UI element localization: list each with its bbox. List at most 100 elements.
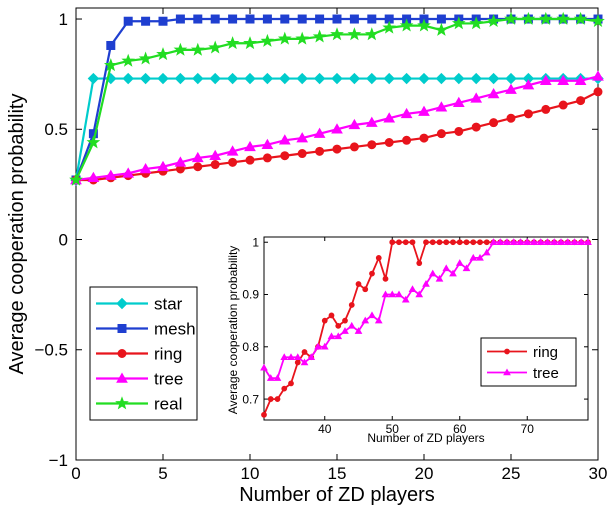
main-point-tree <box>592 70 604 81</box>
main-x-tick-label: 25 <box>502 464 521 483</box>
main-legend-marker-ring <box>117 349 127 358</box>
main-point-tree <box>87 171 100 183</box>
main-point-real <box>260 33 275 47</box>
main-point-star <box>348 72 361 85</box>
inset-point-tree <box>570 238 579 245</box>
inset-point-ring <box>294 359 301 366</box>
inset-legend: ring tree <box>480 337 577 387</box>
inset-legend-item-ring: ring <box>487 344 558 361</box>
main-point-real <box>69 172 83 186</box>
main-point-ring <box>193 162 203 172</box>
inset-legend-label-ring: ring <box>533 344 558 361</box>
main-point-star <box>453 72 465 85</box>
main-legend-item-tree: tree <box>96 369 183 388</box>
inset-point-ring <box>470 239 477 246</box>
inset-point-ring <box>355 281 362 287</box>
main-point-star <box>435 72 448 85</box>
inset-point-ring <box>288 380 294 387</box>
main-point-star <box>383 72 395 85</box>
inset-point-tree <box>374 316 383 324</box>
main-point-real <box>521 11 536 25</box>
main-legend-marker-tree <box>116 372 128 383</box>
main-point-star <box>192 72 204 85</box>
main-point-tree <box>574 74 587 86</box>
main-point-ring <box>593 87 603 97</box>
inset-point-ring <box>274 396 281 402</box>
main-point-real <box>173 42 188 56</box>
main-x-axis-label: Number of ZD players <box>239 484 435 506</box>
main-point-star <box>226 72 239 85</box>
main-point-tree <box>174 156 187 167</box>
main-point-mesh <box>262 14 272 24</box>
inset-x-tick-label: 50 <box>386 422 400 436</box>
inset-y-axis-label: Average cooperation probability <box>226 246 240 415</box>
inset-point-tree <box>381 290 390 298</box>
inset-point-tree <box>401 295 410 303</box>
inset-legend-item-tree: tree <box>487 365 559 382</box>
main-point-star <box>400 72 413 85</box>
main-x-tick-label: 5 <box>158 464 167 483</box>
inset-point-ring <box>267 396 274 402</box>
main-point-ring <box>523 109 533 119</box>
inset-point-tree <box>354 327 363 334</box>
main-point-tree <box>505 83 517 94</box>
inset-point-ring <box>281 385 288 392</box>
inset-point-tree <box>260 363 268 371</box>
inset-point-tree <box>523 238 532 245</box>
main-point-tree <box>157 160 169 172</box>
inset-x-tick-label: 40 <box>318 422 332 436</box>
main-point-ring <box>576 96 586 106</box>
inset-point-tree <box>266 374 275 381</box>
inset-point-ring <box>342 317 348 324</box>
main-chart: 0 5 10 15 20 25 30 −1 −0.5 0 0.5 1 Number of ZD pla… <box>6 7 608 506</box>
main-point-tree <box>418 105 430 116</box>
main-point-ring <box>541 104 551 114</box>
inset-point-tree <box>307 353 316 361</box>
main-legend-marker-mesh <box>117 324 127 333</box>
main-point-real <box>417 18 431 32</box>
main-point-tree <box>452 96 465 108</box>
main-point-star <box>505 72 517 85</box>
main-point-real <box>243 36 257 50</box>
main-point-ring <box>367 140 377 150</box>
inset-point-tree <box>536 238 545 245</box>
main-point-star <box>174 72 187 85</box>
inset-point-ring <box>369 270 375 277</box>
inset-point-ring <box>362 286 369 293</box>
inset-point-tree <box>530 238 538 245</box>
inset-point-ring <box>348 302 355 308</box>
inset-point-tree <box>428 269 437 277</box>
inset-x-axis-label: Number of ZD players <box>367 431 484 445</box>
inset-chart: 40 50 60 700.70.80.91 Number of ZD players … <box>226 235 592 445</box>
main-point-mesh <box>141 16 151 26</box>
main-point-tree <box>522 79 535 90</box>
inset-point-tree <box>280 353 289 361</box>
main-point-ring <box>245 155 255 165</box>
inset-point-tree <box>516 238 525 245</box>
inset-point-ring <box>423 239 429 246</box>
inset-point-ring <box>483 239 490 246</box>
main-point-ring <box>315 146 325 156</box>
main-point-real <box>330 27 344 41</box>
main-point-mesh <box>193 14 203 24</box>
main-point-mesh <box>332 14 342 24</box>
inset-point-ring <box>463 239 470 246</box>
main-point-star <box>331 72 343 85</box>
main-legend-marker-real <box>115 396 129 410</box>
main-point-tree <box>209 149 222 160</box>
main-point-real <box>277 31 292 45</box>
main-point-tree <box>348 118 361 130</box>
main-point-ring <box>280 151 290 161</box>
main-x-tick-label: 15 <box>328 464 347 483</box>
inset-point-tree <box>476 253 484 261</box>
inset-point-ring <box>429 239 436 246</box>
main-point-mesh <box>436 14 446 24</box>
inset-y-tick-label: 1 <box>252 235 259 249</box>
inset-point-tree <box>361 316 370 324</box>
main-point-real <box>591 14 605 28</box>
main-point-real <box>208 40 223 54</box>
main-x-tick-label: 30 <box>589 464 608 483</box>
inset-point-tree <box>462 264 471 272</box>
inset-point-ring <box>335 322 342 329</box>
